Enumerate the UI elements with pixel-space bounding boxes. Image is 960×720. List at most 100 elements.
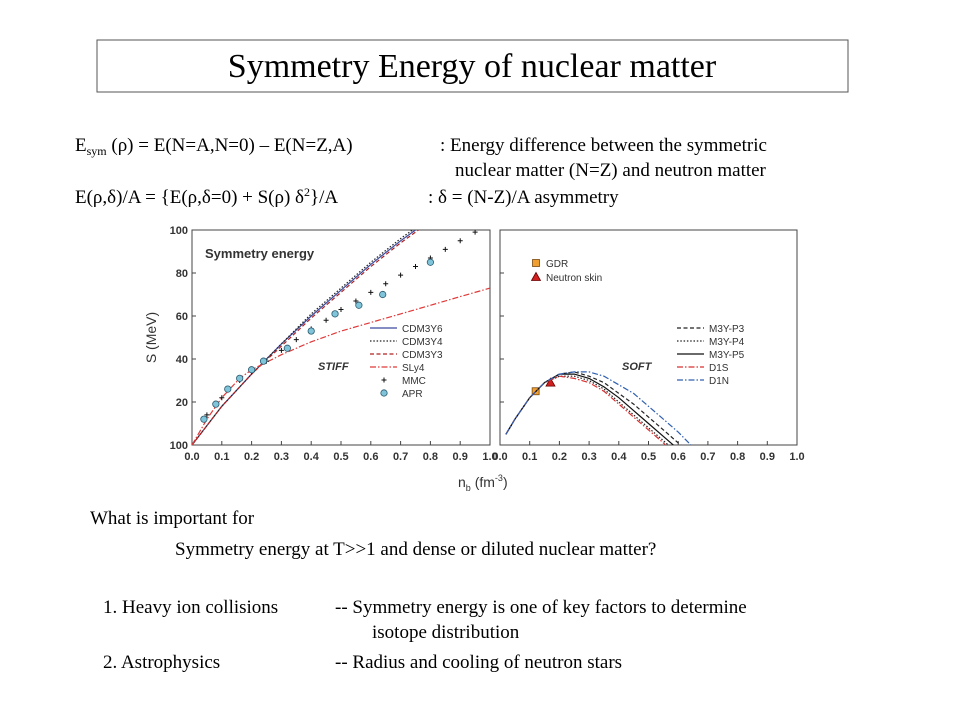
item-text: -- Radius and cooling of neutron stars	[335, 652, 622, 673]
series-line	[192, 230, 413, 445]
marker	[248, 366, 256, 374]
marker	[204, 412, 210, 418]
x-axis-label-part: b	[466, 483, 471, 493]
y-tick-label: 60	[176, 311, 188, 323]
plot-frame	[499, 229, 798, 446]
x-tick-label: 0.7	[700, 451, 715, 463]
legend-label: M3Y-P4	[709, 337, 745, 348]
legend-label: M3Y-P5	[709, 350, 745, 361]
y-tick-label: 80	[176, 268, 188, 280]
x-tick-label: 0.0	[184, 451, 199, 463]
marker	[472, 230, 478, 235]
series-line	[192, 287, 490, 445]
marker	[457, 238, 463, 244]
y-tick-label: 20	[176, 397, 188, 409]
annotation: SOFT	[622, 361, 653, 373]
x-tick-label: 0.4	[611, 451, 627, 463]
x-tick-label: 0.5	[641, 451, 656, 463]
x-tick-label: 1.0	[789, 451, 804, 463]
x-tick-label: 0.7	[393, 451, 408, 463]
x-tick-label: 0.0	[492, 451, 507, 463]
marker	[379, 290, 387, 299]
legend-label: CDM3Y6	[402, 324, 443, 335]
legend-label: D1S	[709, 363, 729, 374]
x-tick-label: 0.9	[760, 451, 775, 463]
annotation: STIFF	[318, 361, 349, 373]
text: }/A	[310, 187, 338, 208]
question-intro: What is important for	[90, 508, 255, 529]
x-tick-label: 0.9	[453, 451, 468, 463]
series-line	[505, 371, 692, 445]
plot-content	[192, 230, 490, 445]
y-tick-label: 100	[170, 440, 188, 452]
item-text: -- Symmetry energy is one of key factors…	[335, 597, 747, 618]
y-axis-label: S (MeV)	[143, 312, 159, 363]
marker	[259, 357, 268, 365]
plot-content	[505, 371, 692, 445]
y-tick-label: 100	[170, 225, 188, 237]
marker	[307, 327, 315, 335]
legend-label: SLy4	[402, 363, 425, 374]
item-label: 2. Astrophysics	[103, 652, 220, 673]
x-tick-label: 0.6	[363, 451, 378, 463]
text: E(ρ,δ)/A = {E(ρ,δ=0) + S(ρ) δ	[75, 187, 304, 208]
legend-label: MMC	[402, 376, 426, 387]
marker	[219, 395, 225, 401]
x-tick-label: 0.8	[423, 451, 438, 463]
legend-label: Neutron skin	[546, 273, 602, 284]
energy-note: : δ = (N-Z)/A asymmetry	[428, 187, 619, 208]
marker	[442, 246, 448, 252]
x-tick-label: 0.8	[730, 451, 745, 463]
marker	[331, 310, 339, 318]
panel: 0.0 0.1 0.2 0.3 0.4 0.5 0.6 0.7 0.8 0.9 1.0 SOFT GDR…	[492, 229, 805, 463]
marker	[338, 307, 344, 313]
x-tick-label: 0.2	[552, 451, 567, 463]
x-tick-label: 0.3	[581, 451, 596, 463]
y-tick-label: 40	[176, 354, 188, 366]
subscript: sym	[87, 144, 108, 158]
marker	[355, 301, 363, 309]
annotation: Symmetry energy	[205, 246, 315, 261]
marker	[532, 259, 540, 267]
x-axis-label-part: )	[503, 474, 508, 490]
esym-formula: Esym (ρ) = E(N=A,N=0) – E(N=Z,A)	[75, 135, 353, 158]
x-axis-label-part: n	[458, 474, 466, 490]
x-tick-label: 0.4	[304, 451, 320, 463]
panel: 0.0 0.1 0.2 0.3 0.4 0.5 0.6 0.7 0.8 0.9 1.0 100 20 40…	[143, 225, 508, 493]
title: Symmetry Energy of nuclear matter	[228, 48, 717, 85]
marker	[383, 281, 389, 287]
figure: 0.0 0.1 0.2 0.3 0.4 0.5 0.6 0.7 0.8 0.9 1.0 100 20 40…	[143, 225, 805, 493]
x-tick-label: 0.5	[333, 451, 348, 463]
legend-label: D1N	[709, 376, 729, 387]
marker	[380, 389, 388, 397]
plot-frame	[191, 229, 491, 446]
marker	[293, 337, 299, 343]
x-axis-label-part: -3	[495, 473, 503, 483]
item-label: 1. Heavy ion collisions	[103, 597, 278, 618]
energy-formula: E(ρ,δ)/A = {E(ρ,δ=0) + S(ρ) δ2}/A	[75, 185, 338, 208]
x-tick-label: 0.3	[274, 451, 289, 463]
marker	[323, 317, 329, 323]
text: (ρ) = E(N=A,N=0) – E(N=Z,A)	[107, 135, 353, 156]
marker	[545, 377, 556, 387]
esym-note: nuclear matter (N=Z) and neutron matter	[455, 160, 767, 181]
x-axis-label-part: (fm	[471, 474, 495, 490]
marker	[368, 289, 374, 295]
esym-note: : Energy difference between the symmetri…	[440, 135, 767, 156]
x-tick-label: 0.2	[244, 451, 259, 463]
marker	[426, 258, 434, 266]
legend-label: CDM3Y3	[402, 350, 443, 361]
marker	[236, 374, 244, 382]
marker	[200, 415, 208, 423]
legend-label: CDM3Y4	[402, 337, 443, 348]
x-tick-label: 0.1	[214, 451, 229, 463]
marker	[224, 385, 232, 393]
marker	[212, 400, 220, 408]
marker	[283, 344, 291, 352]
item-text: isotope distribution	[372, 622, 520, 643]
marker	[398, 272, 404, 278]
marker	[353, 298, 359, 304]
legend-label: M3Y-P3	[709, 324, 745, 335]
legend-label: APR	[402, 389, 423, 400]
